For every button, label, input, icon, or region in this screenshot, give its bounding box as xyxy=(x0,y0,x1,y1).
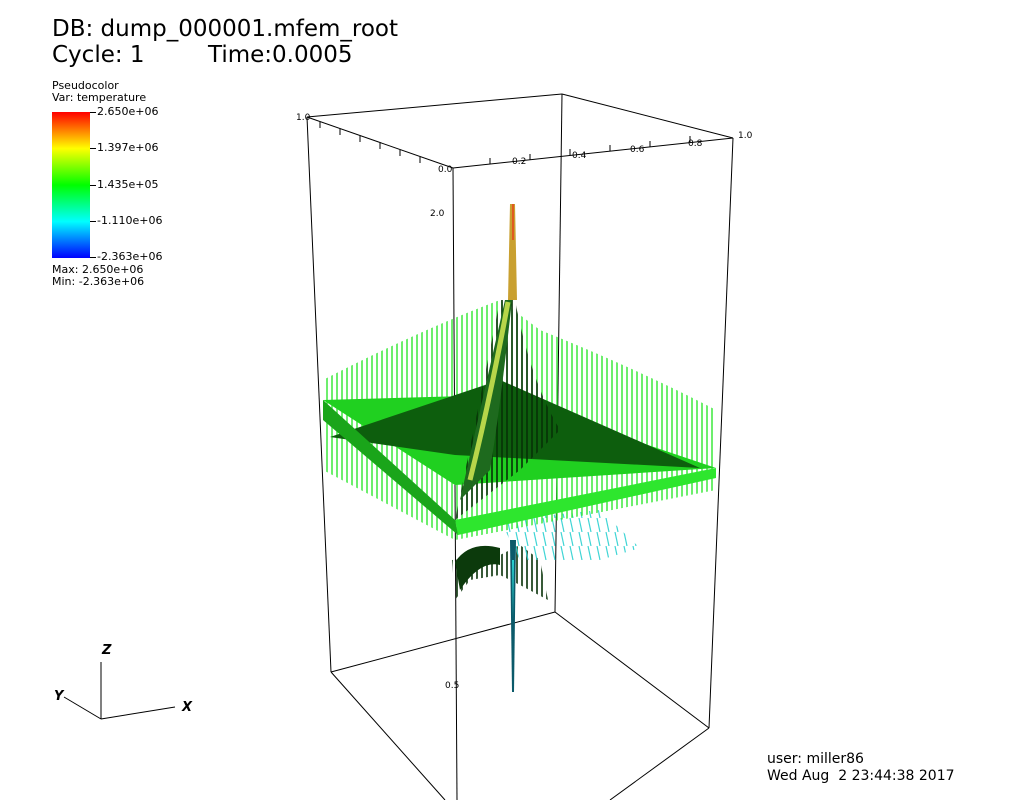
legend-tick-label: 1.397e+06 xyxy=(97,141,159,154)
lower-bowl xyxy=(455,545,500,590)
cycle-label: Cycle: 1 xyxy=(52,42,145,68)
legend-tick xyxy=(90,148,96,149)
legend-tick xyxy=(90,221,96,222)
legend-tick-label: -2.363e+06 xyxy=(97,250,163,263)
bbox-ticks xyxy=(319,122,691,164)
bbox-tick-label: 0.6 xyxy=(630,145,645,155)
triad-label-z: Z xyxy=(101,643,112,658)
legend-tick xyxy=(90,112,96,113)
legend-tick-label: 2.650e+06 xyxy=(97,105,159,118)
central-rise-highlight xyxy=(467,301,511,481)
legend-tick xyxy=(90,185,96,186)
surface-edge-front xyxy=(455,468,716,535)
axes-triad xyxy=(63,662,176,720)
bbox-tick-label: 0.4 xyxy=(572,151,587,161)
bbox-tick-label: 0.0 xyxy=(438,165,453,175)
legend-variable: Var: temperature xyxy=(52,91,147,104)
maximum-spike xyxy=(508,204,517,300)
legend-colorbar xyxy=(52,112,90,258)
legend-max: Max: 2.650e+06 xyxy=(52,263,144,276)
triad-label-y: Y xyxy=(54,689,65,704)
legend-tick-label: 1.435e+05 xyxy=(97,178,159,191)
user-label: user: miller86 xyxy=(767,751,864,767)
time-label: Time:0.0005 xyxy=(208,42,353,68)
legend-min: Min: -2.363e+06 xyxy=(52,275,145,288)
legend-plot-type: Pseudocolor xyxy=(52,79,119,92)
legend-tick-label: -1.110e+06 xyxy=(97,214,163,227)
triad-label-x: X xyxy=(181,700,193,715)
bbox-label-x-right: 1.0 xyxy=(738,131,753,141)
bbox-label-z-bottom: 0.5 xyxy=(445,681,459,691)
bbox-tick-label: 0.8 xyxy=(688,139,703,149)
surface-edge-left xyxy=(323,400,458,535)
minimum-spike-highlight xyxy=(512,560,514,620)
timestamp-label: Wed Aug 2 23:44:38 2017 xyxy=(767,768,955,784)
legend-tick xyxy=(90,257,96,258)
bbox-label-z-top: 2.0 xyxy=(430,209,445,219)
database-title: DB: dump_000001.mfem_root xyxy=(52,16,399,42)
bbox-label-x-left: 1.0 xyxy=(296,113,311,123)
bbox-tick-label: 0.2 xyxy=(512,157,526,167)
maximum-spike-tip xyxy=(512,204,514,240)
